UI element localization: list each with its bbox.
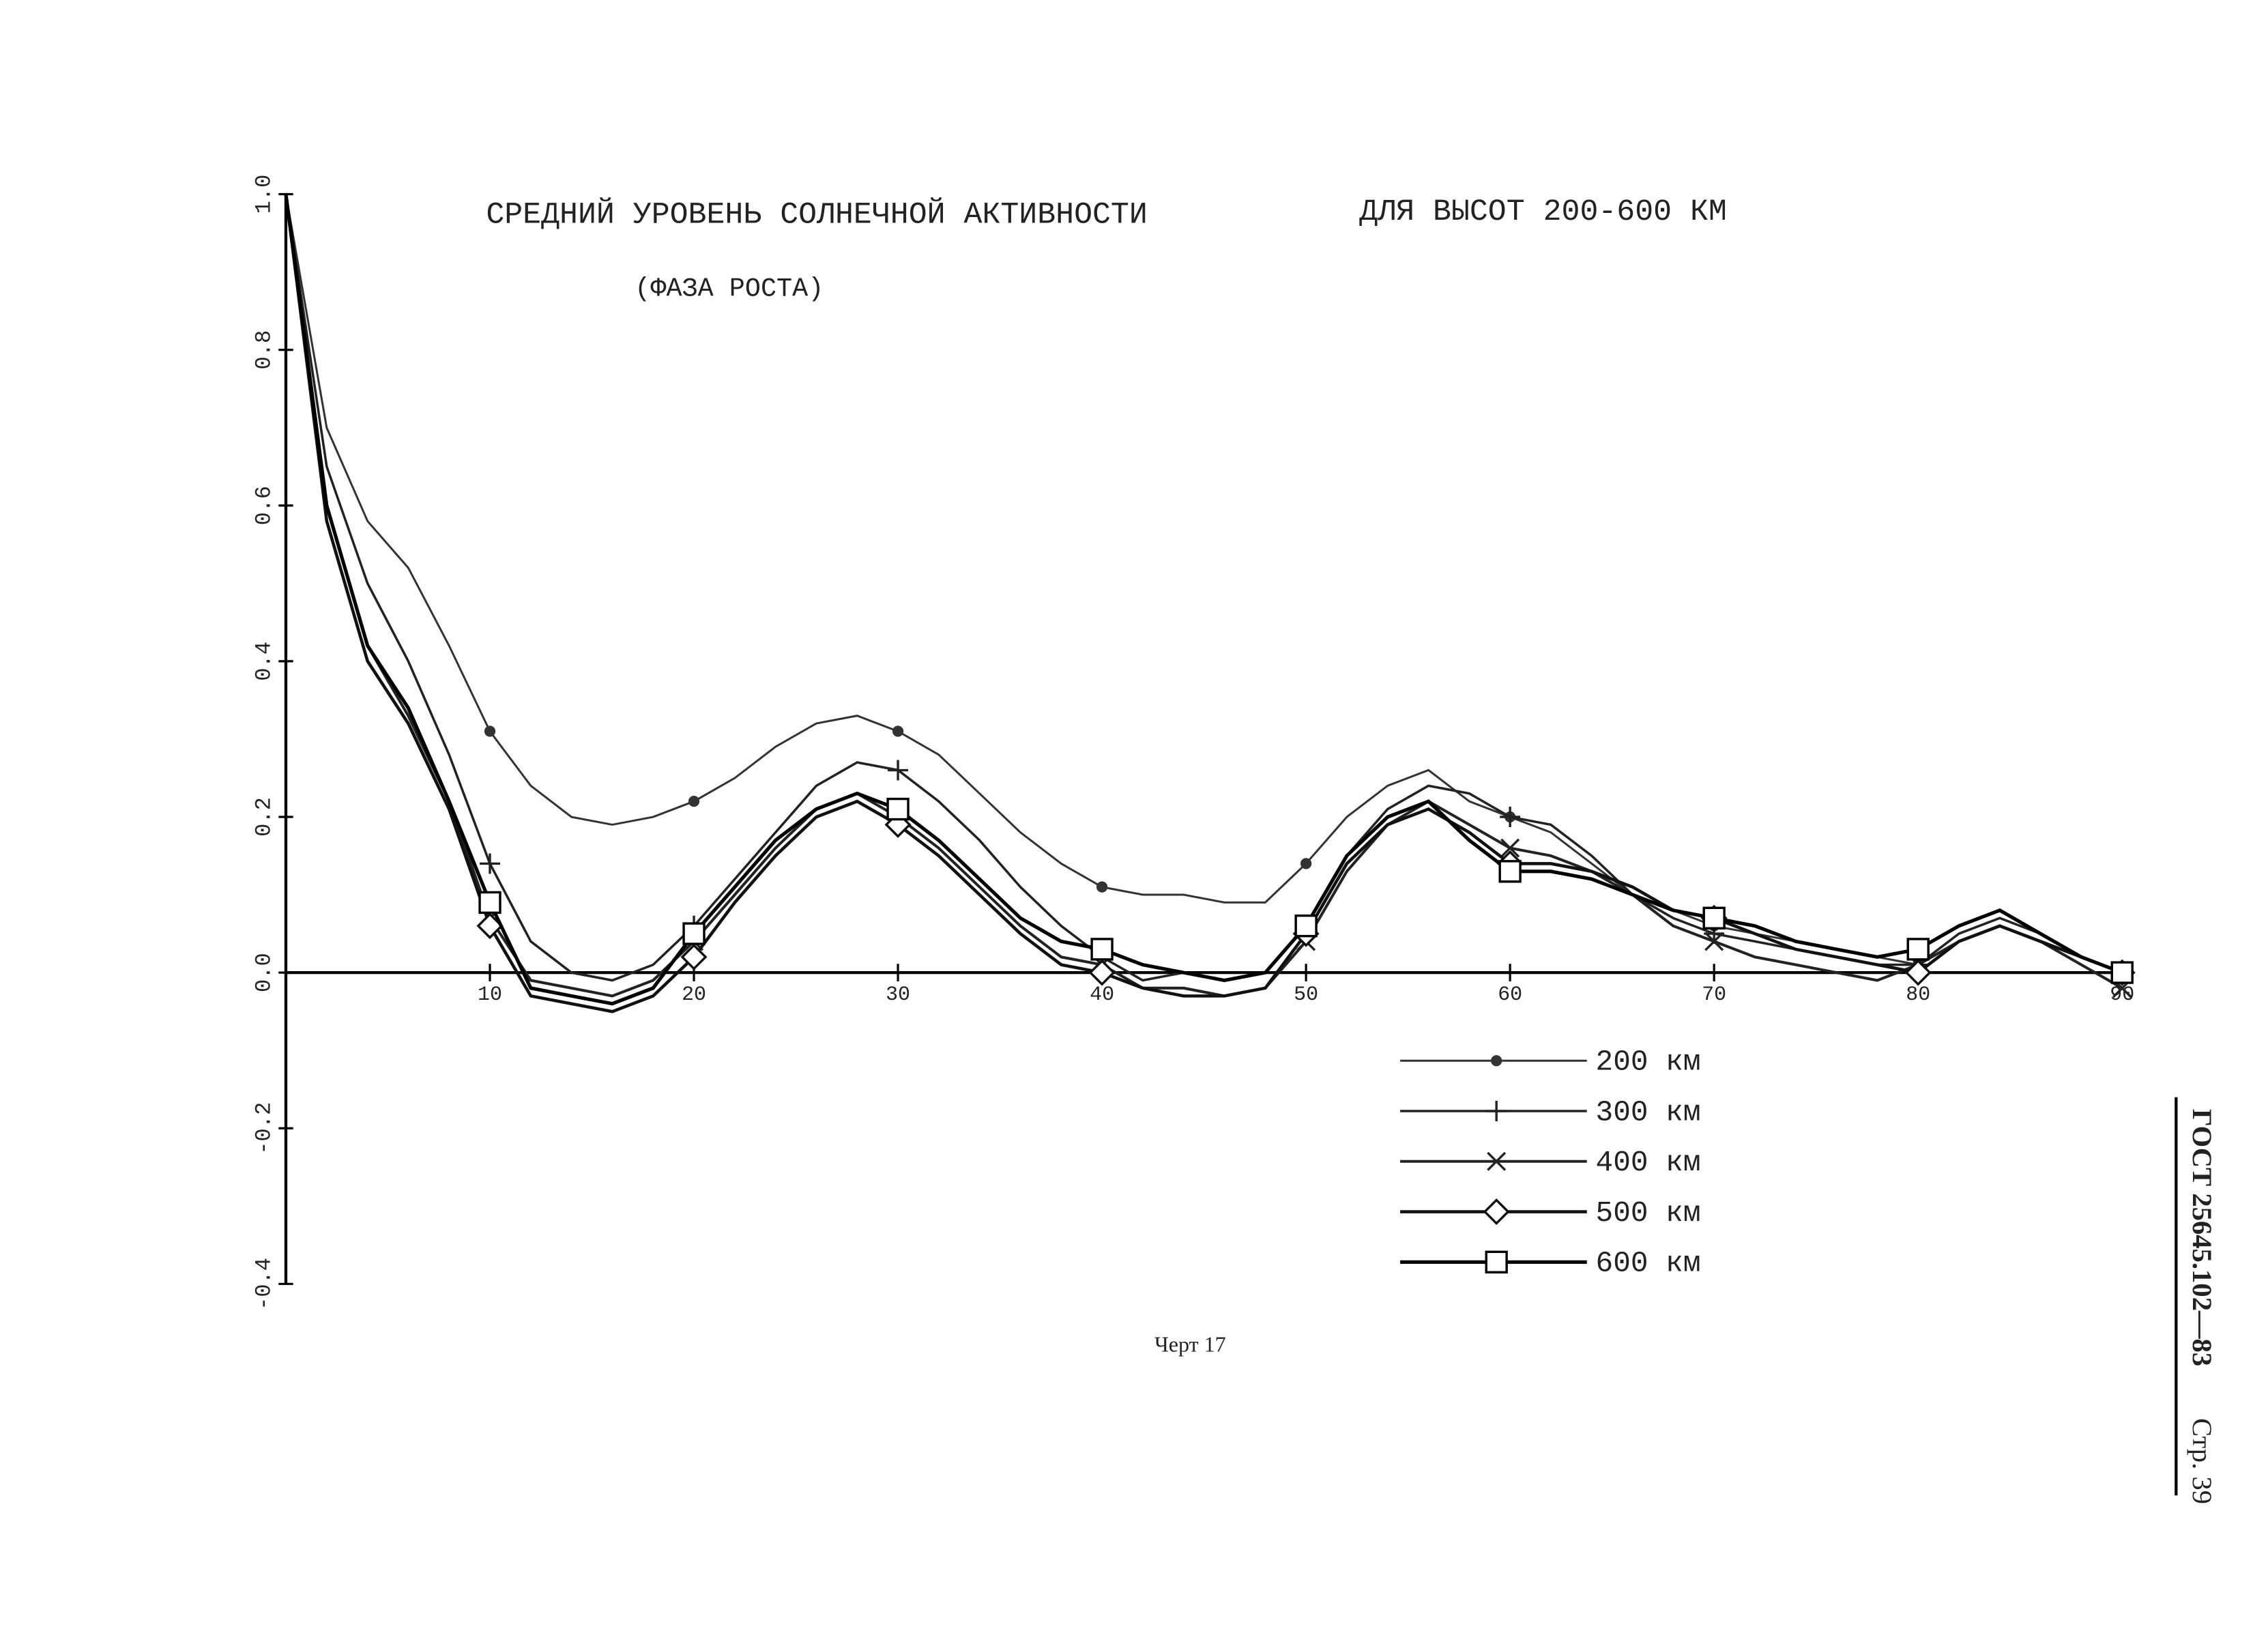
series-line (284, 194, 2123, 1006)
legend-marker (1485, 1250, 1508, 1273)
series-line (284, 194, 2123, 1013)
x-tick-label: 70 (1702, 983, 1726, 1006)
legend-marker (1487, 1151, 1507, 1171)
marker (480, 853, 500, 874)
marker (1702, 906, 1726, 930)
x-tick-label: 90 (2110, 983, 2134, 1006)
marker (2110, 961, 2134, 984)
marker (1300, 858, 1312, 869)
y-tick-label: 0.0 (251, 953, 276, 992)
legend-marker (1491, 1055, 1502, 1067)
x-tick-label: 20 (682, 983, 706, 1006)
page-number: Стр. 39 (2187, 1418, 2218, 1504)
legend-label: 600 км (1596, 1247, 1701, 1280)
y-tick-label: 0.4 (251, 642, 276, 681)
series-line (284, 194, 2123, 998)
x-tick-label: 10 (478, 983, 502, 1006)
series-line (285, 194, 2123, 982)
marker (1090, 938, 1114, 961)
marker (1294, 914, 1318, 938)
marker (1498, 860, 1522, 883)
marker (1704, 932, 1724, 951)
y-tick-label: -0.4 (251, 1258, 276, 1310)
y-tick-label: 0.6 (251, 486, 276, 525)
marker (688, 796, 700, 807)
x-tick-label: 30 (886, 983, 910, 1006)
legend-label: 300 км (1596, 1095, 1701, 1129)
legend-label: 400 км (1596, 1146, 1701, 1179)
marker (1500, 807, 1521, 827)
y-tick-label: 1.0 (251, 175, 276, 214)
y-tick-label: 0.2 (251, 797, 276, 837)
chart-title-right: ДЛЯ ВЫСОТ 200-600 КМ (1359, 195, 1727, 229)
document-number: ГОСТ 25645.102—83 (2187, 1109, 2218, 1366)
series-line (285, 194, 2123, 974)
y-tick-label: 0.8 (251, 330, 276, 370)
legend-label: 200 км (1596, 1046, 1701, 1079)
caption: Черт 17 (1154, 1332, 1226, 1357)
legend-marker (1486, 1101, 1507, 1121)
marker (1500, 838, 1520, 858)
y-tick-label: -0.2 (251, 1102, 276, 1155)
marker (1096, 881, 1108, 893)
marker (484, 725, 496, 737)
x-tick-label: 80 (1906, 983, 1930, 1006)
chart-subtitle: (ФАЗА РОСТА) (635, 274, 824, 304)
marker (680, 943, 708, 970)
marker (892, 725, 904, 737)
chart-title: СРЕДНИЙ УРОВЕНЬ СОЛНЕЧНОЙ АКТИВНОСТИ (486, 197, 1147, 232)
legend-label: 500 км (1596, 1196, 1701, 1230)
legend-marker (1483, 1198, 1510, 1226)
x-tick-label: 50 (1294, 983, 1318, 1006)
marker (886, 797, 910, 821)
x-tick-label: 60 (1498, 983, 1522, 1006)
marker (478, 891, 501, 914)
marker (888, 760, 909, 781)
x-tick-label: 40 (1090, 983, 1114, 1006)
marker (682, 922, 706, 945)
marker (1904, 959, 1932, 986)
marker (1906, 938, 1930, 961)
marker (1088, 959, 1116, 986)
